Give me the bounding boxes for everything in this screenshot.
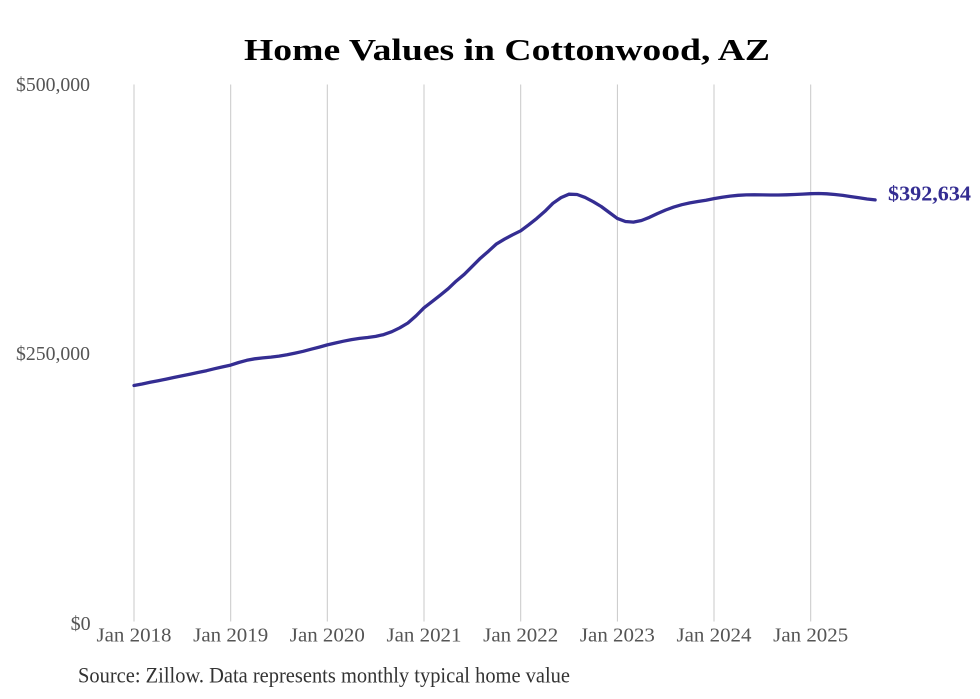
- svg-text:Jan 2025: Jan 2025: [773, 625, 848, 647]
- svg-text:Jan 2018: Jan 2018: [97, 625, 172, 647]
- svg-text:Source: Zillow. Data represent: Source: Zillow. Data represents monthly …: [78, 662, 570, 687]
- svg-text:$0: $0: [71, 613, 91, 635]
- svg-text:Jan 2024: Jan 2024: [677, 625, 752, 647]
- svg-text:Home Values in Cottonwood, AZ: Home Values in Cottonwood, AZ: [244, 32, 770, 67]
- svg-text:Jan 2021: Jan 2021: [387, 625, 462, 647]
- svg-text:$250,000: $250,000: [16, 343, 90, 365]
- svg-text:$392,634: $392,634: [888, 182, 972, 206]
- svg-text:Jan 2023: Jan 2023: [580, 625, 655, 647]
- svg-text:$500,000: $500,000: [16, 74, 90, 96]
- svg-text:Jan 2020: Jan 2020: [290, 625, 365, 647]
- svg-text:Jan 2019: Jan 2019: [193, 625, 268, 647]
- svg-text:Jan 2022: Jan 2022: [483, 625, 558, 647]
